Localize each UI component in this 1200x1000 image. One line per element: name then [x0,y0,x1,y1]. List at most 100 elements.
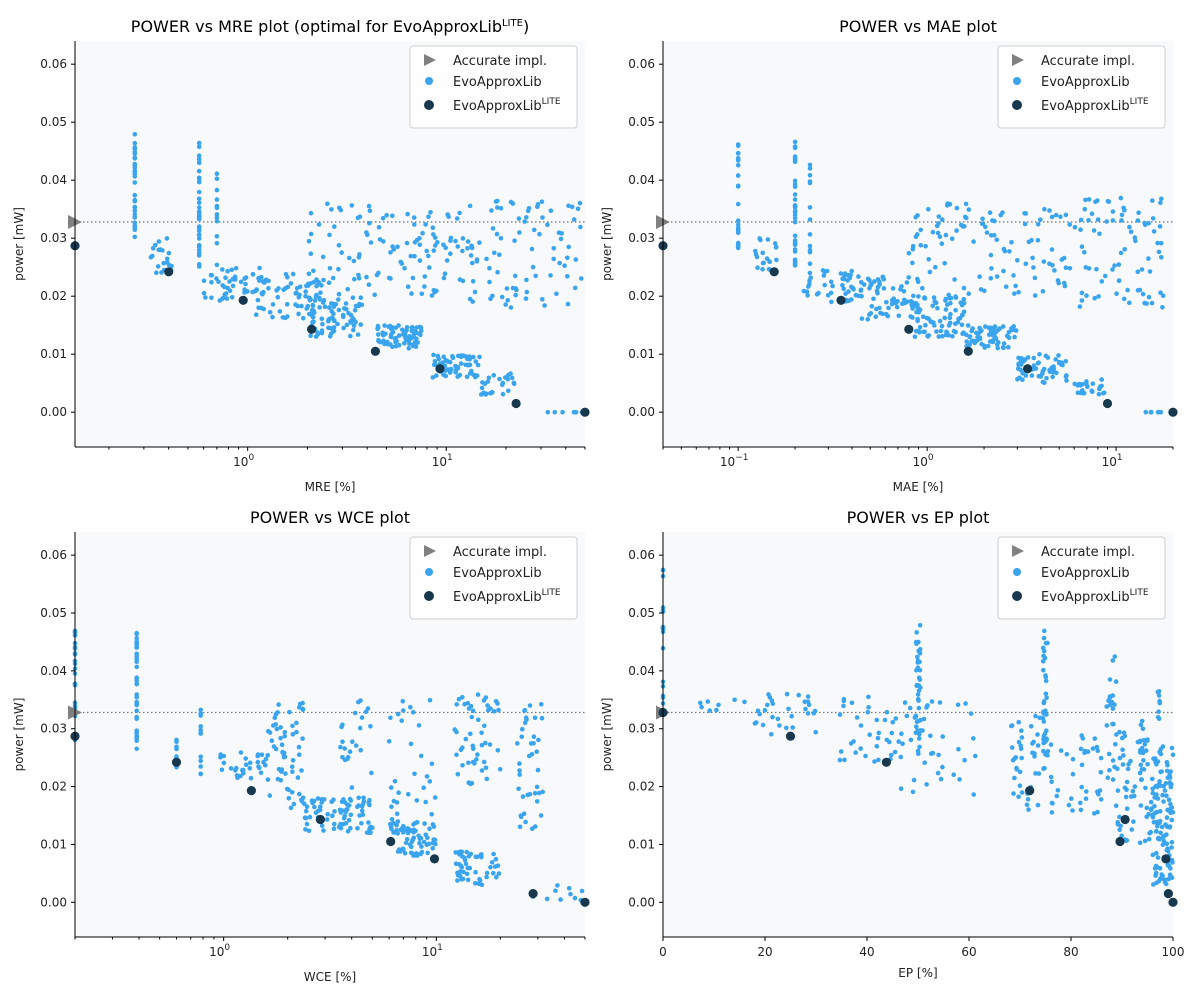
evo-point [1041,733,1047,739]
lite-point [1168,407,1178,417]
evo-point [1019,728,1024,733]
evo-point [491,709,497,714]
evo-point [455,872,461,878]
evo-point [1069,796,1074,801]
evo-point [1056,353,1061,358]
evo-point [393,344,399,349]
evo-point [214,212,220,217]
lite-point [307,324,317,334]
evo-point [1067,266,1073,271]
evo-point [1061,255,1067,261]
chart-title: POWER vs WCE plot [250,508,410,527]
evo-point [566,886,572,891]
evo-point [784,725,789,731]
evo-point [218,752,223,757]
evo-point [943,307,949,312]
evo-point [760,260,766,266]
evo-point [531,734,537,739]
evo-point [227,279,232,284]
evo-point [331,826,337,832]
evo-point [460,695,465,700]
evo-point [707,708,712,713]
evo-point [1142,838,1148,844]
evo-point [470,708,476,714]
evo-point [525,792,530,798]
evo-point [916,675,922,681]
evo-point [517,824,523,830]
evo-point [1079,298,1085,303]
evo-point [276,702,281,707]
evo-point [338,744,343,750]
evo-point [1077,381,1082,387]
evo-point [1164,793,1169,798]
evo-point [1110,721,1115,727]
evo-point [1115,766,1120,771]
evo-point [1084,379,1089,384]
evo-point [911,777,917,783]
evo-point [884,311,889,317]
evo-point [1096,391,1102,397]
evo-point [516,216,522,221]
evo-point [516,786,521,792]
evo-point [495,748,501,753]
marks [68,132,590,417]
evo-point [1130,788,1136,794]
evo-point [880,311,885,317]
evo-point [409,328,415,334]
evo-point [388,276,393,281]
evo-point [1031,363,1037,368]
evo-point [198,731,203,736]
legend-accurate-label: Accurate impl. [453,545,547,560]
evo-point [367,797,372,803]
evo-point [280,749,285,755]
evo-point [772,241,778,246]
evo-point [929,699,935,704]
evo-point [487,742,493,747]
evo-point [368,724,373,729]
evo-point [256,305,261,311]
evo-point [364,274,369,280]
evo-point [265,753,271,758]
evo-point [1035,802,1041,808]
evo-point [329,799,335,804]
evo-point [385,339,390,345]
evo-point [400,332,406,337]
evo-point [214,176,220,181]
evo-point [1106,698,1111,704]
legend-evo-marker [1013,77,1021,85]
evo-point [466,780,472,785]
evo-point [356,803,361,808]
evo-point [462,855,467,860]
evo-point [551,256,556,262]
evo-point [558,897,563,902]
evo-point [132,234,138,240]
evo-point [479,730,484,736]
evo-point [1110,267,1115,272]
evo-point [424,774,430,779]
evo-point [481,390,486,396]
evo-point [388,342,393,347]
evo-point [917,651,923,656]
evo-point [822,269,827,275]
evo-point [477,240,482,245]
evo-point [1078,807,1084,813]
evo-point [333,302,339,307]
evo-point [1089,388,1094,394]
evo-point [970,338,976,344]
evo-point [1084,293,1089,298]
evo-point [1156,693,1162,698]
evo-point [1097,231,1102,237]
evo-point [356,795,362,801]
evo-point [841,698,847,704]
evo-point [899,731,904,736]
y-axis-label: power [mW] [12,207,26,281]
evo-point [293,302,298,307]
evo-point [917,744,922,750]
evo-point [524,215,529,220]
evo-point [306,271,312,277]
evo-point [867,732,872,737]
evo-point [414,237,420,243]
evo-point [895,299,900,304]
evo-point [792,219,798,225]
evo-point [953,307,958,313]
